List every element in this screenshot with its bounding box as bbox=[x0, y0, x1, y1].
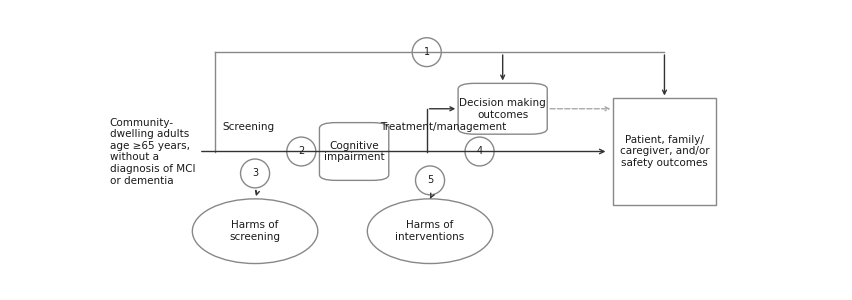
Text: Cognitive
impairment: Cognitive impairment bbox=[324, 141, 384, 162]
Text: Decision making
outcomes: Decision making outcomes bbox=[459, 98, 546, 120]
Ellipse shape bbox=[287, 137, 316, 166]
Bar bbox=[613, 98, 716, 205]
FancyArrowPatch shape bbox=[256, 190, 259, 195]
Ellipse shape bbox=[416, 166, 445, 195]
Text: Community-
dwelling adults
age ≥65 years,
without a
diagnosis of MCI
or dementia: Community- dwelling adults age ≥65 years… bbox=[110, 118, 195, 185]
Ellipse shape bbox=[465, 137, 494, 166]
Text: Patient, family/
caregiver, and/or
safety outcomes: Patient, family/ caregiver, and/or safet… bbox=[619, 135, 709, 168]
FancyBboxPatch shape bbox=[320, 123, 389, 180]
Text: 2: 2 bbox=[298, 146, 304, 157]
Ellipse shape bbox=[412, 38, 441, 67]
Text: 5: 5 bbox=[427, 176, 433, 185]
Text: 4: 4 bbox=[476, 146, 482, 157]
FancyArrowPatch shape bbox=[430, 193, 435, 198]
Ellipse shape bbox=[193, 199, 318, 263]
Text: Harms of
interventions: Harms of interventions bbox=[395, 220, 464, 242]
Ellipse shape bbox=[367, 199, 492, 263]
Ellipse shape bbox=[240, 159, 269, 188]
FancyBboxPatch shape bbox=[458, 83, 547, 134]
Text: 3: 3 bbox=[252, 168, 258, 178]
Text: Treatment/management: Treatment/management bbox=[380, 122, 506, 132]
Text: Screening: Screening bbox=[222, 122, 274, 132]
Text: Harms of
screening: Harms of screening bbox=[229, 220, 280, 242]
Text: 1: 1 bbox=[423, 47, 429, 57]
